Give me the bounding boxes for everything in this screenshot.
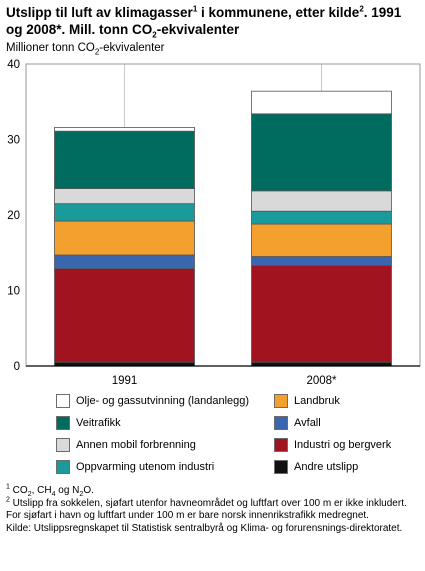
legend-swatch <box>56 394 70 408</box>
legend-label: Industri og bergverk <box>294 439 392 451</box>
legend-label: Annen mobil forbrenning <box>76 439 196 451</box>
bar-segment-olje <box>251 90 392 115</box>
y-tick-label: 20 <box>7 210 20 222</box>
bar-segment-oppvarming <box>251 210 392 225</box>
legend-item-andre: Andre utslipp <box>274 458 358 476</box>
footnote-subscript: 4 <box>51 491 56 498</box>
x-tick-label: 1991 <box>112 375 138 387</box>
unit-text: Millioner tonn CO <box>6 42 95 54</box>
legend-label: Oppvarming utenom industri <box>76 461 215 473</box>
bar-segment-avfall <box>54 254 195 270</box>
legend-label: Veitrafikk <box>76 417 121 429</box>
footnote-text: , CH <box>31 485 52 496</box>
legend-item-olje: Olje- og gassutvinning (landanlegg) <box>56 392 249 410</box>
footnote-marker: 2 <box>6 496 10 504</box>
title-subscript: 2 <box>152 30 157 40</box>
legend-swatch <box>56 460 70 474</box>
footnote-text: CO <box>9 485 28 496</box>
footnote-subscript: 2 <box>27 491 32 498</box>
legend-label: Andre utslipp <box>294 461 359 473</box>
footnote-1: 1 CO2, CH4 og N2O. <box>6 483 418 498</box>
bar-segment-veitrafikk <box>251 113 392 192</box>
source-note: Kilde: Utslippsregnskapet til Statistisk… <box>6 522 403 534</box>
bar-segment-landbruk <box>251 223 392 257</box>
bar-segment-annen_mobil <box>251 190 392 212</box>
stacked-bar-chart: 0 10 20 30 40 1991 2008* <box>7 59 421 387</box>
footnote-text: og N <box>55 485 80 496</box>
title-footnote-ref-1: 1 <box>192 4 198 14</box>
y-tick-label: 0 <box>14 361 20 373</box>
title-text: -ekvivalenter <box>156 22 240 37</box>
bar-segment-avfall <box>251 256 392 266</box>
footnote-text: Utslipp fra sokkelen, sjøfart utenfor ha… <box>6 497 407 522</box>
legend-label: Avfall <box>294 417 321 429</box>
footnote-marker: 1 <box>6 483 10 491</box>
footnote-2: 2 Utslipp fra sokkelen, sjøfart utenfor … <box>6 496 418 523</box>
bar-segment-annen_mobil <box>54 188 195 205</box>
x-tick-label: 2008* <box>306 375 337 387</box>
legend-item-industri: Industri og bergverk <box>274 436 391 454</box>
y-axis-unit-label: Millioner tonn CO2-ekvivalenter <box>6 42 165 57</box>
y-tick-label: 30 <box>7 135 20 147</box>
legend-item-avfall: Avfall <box>274 414 321 432</box>
legend-label: Landbruk <box>294 395 340 407</box>
legend-swatch <box>56 416 70 430</box>
bar-segment-veitrafikk <box>54 130 195 189</box>
footnote-subscript: 2 <box>79 491 84 498</box>
legend-item-oppvarming: Oppvarming utenom industri <box>56 458 214 476</box>
footnotes: 1 CO2, CH4 og N2O. 2 Utslipp fra sokkele… <box>6 483 418 535</box>
legend-swatch <box>274 460 288 474</box>
chart-title: Utslipp til luft av klimagasser1 i kommu… <box>6 4 421 40</box>
title-footnote-ref-2: 2 <box>359 4 364 14</box>
bar-segment-landbruk <box>54 220 195 256</box>
bar-segment-olje <box>54 127 195 132</box>
bar-segment-industri <box>54 268 195 363</box>
bar-segment-industri <box>251 265 392 363</box>
unit-subscript: 2 <box>94 47 100 57</box>
legend-item-annen_mobil: Annen mobil forbrenning <box>56 436 196 454</box>
legend-item-landbruk: Landbruk <box>274 392 340 410</box>
legend-swatch <box>274 394 288 408</box>
legend-swatch <box>56 438 70 452</box>
footnote-text: O. <box>83 485 94 496</box>
title-text: i kommunene, etter kilde <box>197 5 360 20</box>
legend-label: Olje- og gassutvinning (landanlegg) <box>76 395 250 407</box>
unit-text: -ekvivalenter <box>99 42 165 54</box>
legend-swatch <box>274 416 288 430</box>
title-text: . 1991 og 2008*. Mill. tonn CO <box>6 5 402 37</box>
y-tick-label: 10 <box>7 286 20 298</box>
legend-item-veitrafikk: Veitrafikk <box>56 414 121 432</box>
legend-swatch <box>274 438 288 452</box>
y-tick-label: 40 <box>7 59 20 71</box>
title-text: Utslipp til luft av klimagasser <box>6 5 193 20</box>
bar-segment-oppvarming <box>54 203 195 222</box>
